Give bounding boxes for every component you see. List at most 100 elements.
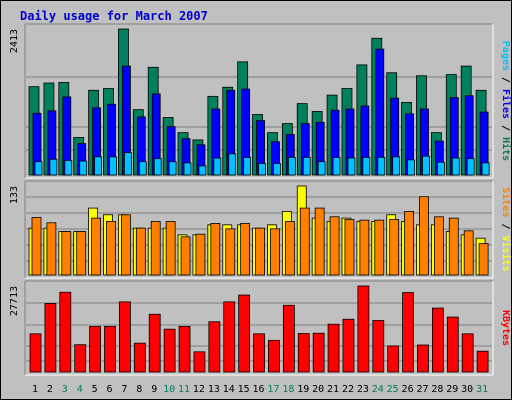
pages-bar (407, 159, 415, 176)
sites-bar (135, 227, 146, 276)
pages-bar (451, 157, 460, 176)
sites-bar (478, 243, 489, 276)
pages-bar (79, 160, 88, 176)
day-label: 20 (312, 384, 324, 395)
sites-bar (284, 221, 295, 276)
sites-bar (165, 221, 176, 276)
day-label: 21 (327, 384, 339, 395)
kbytes-bar (327, 323, 340, 373)
day-label: 10 (163, 384, 175, 395)
pages-bar (436, 161, 445, 176)
day-label: 26 (402, 384, 414, 395)
kbytes-bar (357, 285, 370, 373)
pages-bar (34, 161, 43, 176)
sites-bar (61, 231, 72, 276)
sites-bar (46, 222, 57, 276)
day-label: 11 (178, 384, 190, 395)
pages-bar (332, 157, 341, 176)
day-label: 6 (107, 384, 113, 395)
day-label: 8 (136, 384, 142, 395)
sites-bar (359, 219, 370, 276)
kbytes-bar (297, 333, 310, 373)
day-label: 2 (47, 384, 53, 395)
day-label: 15 (238, 384, 250, 395)
day-label: 17 (267, 384, 279, 395)
day-label: 18 (282, 384, 294, 395)
sites-bar (270, 228, 280, 276)
kbytes-bar (253, 333, 265, 373)
y-max-label: 2413 (9, 29, 20, 53)
kbytes-bar (223, 301, 236, 373)
kbytes-bar (119, 301, 131, 373)
sites-bar (299, 207, 310, 276)
day-label: 4 (77, 384, 83, 395)
sites-bar (121, 214, 131, 276)
day-label: 3 (62, 384, 68, 395)
kbytes-bar (387, 345, 400, 373)
sites-bar (433, 216, 444, 276)
pages-bar (466, 158, 475, 176)
day-label: 29 (446, 384, 458, 395)
kbytes-bar (29, 333, 42, 373)
kbytes-bar (238, 294, 251, 373)
pages-bar (49, 158, 58, 176)
sites-bar (106, 221, 116, 276)
pages-bar (317, 161, 326, 176)
kbytes-bar (178, 325, 191, 373)
day-label: 24 (372, 384, 384, 395)
pages-bar (168, 161, 177, 176)
sites-bar (329, 216, 340, 276)
legend-separator: / (500, 119, 511, 137)
pages-bar (153, 158, 162, 176)
day-label: 30 (461, 384, 473, 395)
files-bar (375, 48, 385, 176)
kbytes-bar (282, 304, 295, 373)
day-label: 19 (297, 384, 309, 395)
kbytes-bar (431, 307, 444, 373)
kbytes-bar (268, 339, 280, 373)
kbytes-bar (148, 313, 161, 373)
day-label: 22 (342, 384, 354, 395)
sites-bar (404, 211, 414, 276)
kbytes-bar (163, 328, 176, 373)
pages-bar (481, 162, 490, 176)
sites-bar (180, 236, 191, 276)
sites-bar (344, 219, 355, 276)
y-max-label: 133 (9, 186, 20, 204)
kbytes-bar (461, 333, 474, 373)
kbytes-bar (193, 351, 206, 373)
sites-bar (463, 230, 474, 276)
legend-visits: Visits (500, 236, 512, 272)
day-label: 5 (92, 384, 98, 395)
pages-bar (138, 161, 147, 176)
day-label: 31 (476, 384, 488, 395)
page-title: Daily usage for March 2007 (20, 9, 208, 23)
legend-kbytes: KBytes (500, 310, 511, 346)
day-label: 27 (416, 384, 428, 395)
day-label: 9 (151, 384, 157, 395)
axis-legend: KBytes (500, 310, 511, 346)
pages-bar (302, 157, 311, 176)
legend-pages: Pages (500, 41, 511, 71)
legend-files: Files (500, 89, 512, 119)
day-label: 14 (223, 384, 235, 395)
pages-bar (213, 157, 222, 176)
sites-bar (91, 217, 102, 276)
sites-bar (150, 221, 161, 276)
day-label: 7 (121, 384, 127, 395)
pages-bar (347, 157, 356, 176)
pages-bar (287, 157, 296, 176)
kbytes-bar (208, 321, 221, 373)
legend-separator: / (500, 71, 511, 89)
pages-bar (273, 163, 281, 176)
sites-bar (31, 217, 42, 276)
sites-bar (314, 207, 325, 276)
kbytes-bar (59, 291, 72, 373)
pages-bar (258, 163, 266, 176)
y-max-label: 27713 (9, 286, 20, 316)
sites-bar (448, 217, 459, 276)
kbytes-bar (402, 292, 414, 373)
day-label: 12 (193, 384, 205, 395)
pages-bar (422, 155, 430, 176)
